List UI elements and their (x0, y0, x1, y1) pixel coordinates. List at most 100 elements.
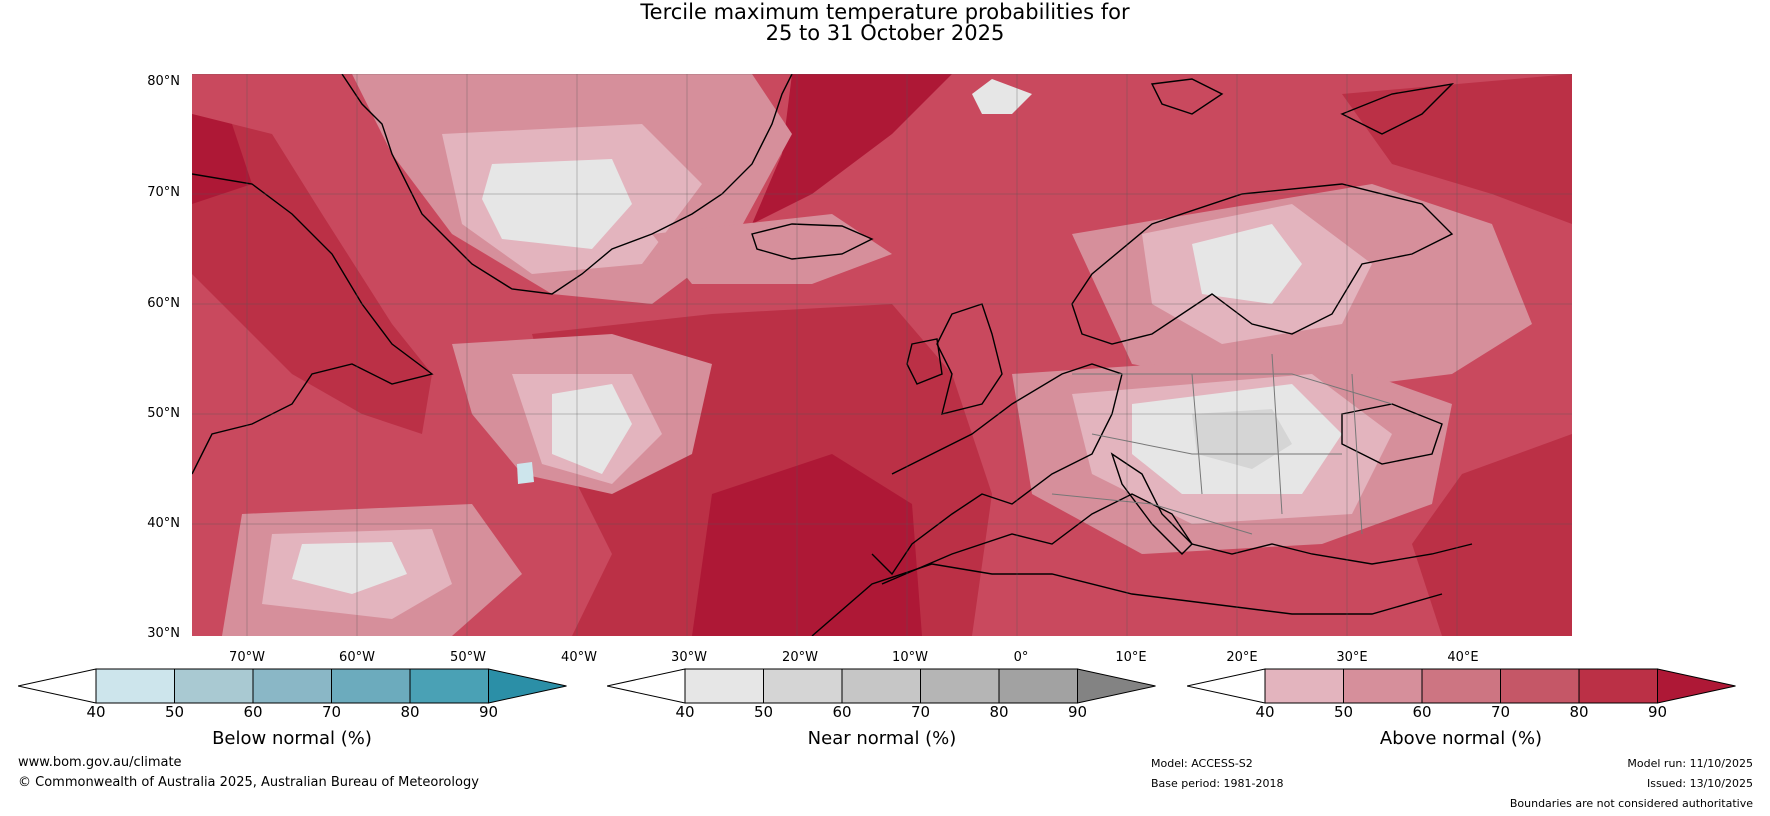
borders (1051, 353, 1393, 535)
footer-disclaimer: Boundaries are not considered authoritat… (1509, 797, 1753, 810)
lon-label-40w: 40°W (561, 650, 597, 665)
lon-label-10w: 10°W (892, 650, 928, 665)
near-50-region-sw (292, 542, 407, 594)
lon-label-30e: 30°E (1336, 650, 1368, 665)
iceland-coast (751, 223, 874, 260)
colorbar-tick-label: 50 (1333, 703, 1354, 721)
novaya-coast (1340, 82, 1455, 135)
colorbar-tick-label: 60 (243, 703, 263, 721)
colorbar-segment (1264, 668, 1344, 704)
above-50-region-iceland-sea (652, 214, 892, 284)
lat-label-40n: 40°N (147, 516, 180, 531)
lat-label-30n: 30°N (147, 626, 180, 641)
lat-label-50n: 50°N (147, 406, 180, 421)
near-50-region-arctic (972, 79, 1032, 114)
map-canvas (192, 74, 1572, 636)
footer-copyright: © Commonwealth of Australia 2025, Austra… (18, 775, 479, 790)
colorbar-tick-label: 70 (910, 703, 931, 721)
lat-label-60n: 60°N (147, 296, 180, 311)
greenland-coast (341, 74, 793, 295)
lon-label-10e: 10°E (1115, 650, 1147, 665)
probability-map (192, 74, 1572, 636)
lon-label-50w: 50°W (450, 650, 486, 665)
colorbar-high-extension (1077, 668, 1156, 704)
nafrica-coast (811, 563, 1443, 636)
colorbar-tick-label: 90 (478, 703, 499, 721)
colorbar-segment (174, 668, 254, 704)
svalbard-coast (1150, 78, 1224, 115)
colorbar-below-normal (18, 668, 567, 704)
europe-coast (871, 363, 1123, 576)
near-50-region-greenland-ice (482, 159, 632, 249)
italy-coast (1110, 452, 1193, 555)
mediterranean-coast (881, 493, 1473, 585)
colorbar-tick-label: 60 (1412, 703, 1432, 721)
colorbar-tick-label: 70 (321, 703, 342, 721)
above-80-region-east (1342, 74, 1572, 224)
colorbar-segment (763, 668, 843, 704)
colorbar-segment (920, 668, 1000, 704)
lon-label-60w: 60°W (339, 650, 375, 665)
colorbar-segment (684, 668, 764, 704)
footer-base-period: Base period: 1981-2018 (1151, 777, 1284, 790)
map-title-line2: 25 to 31 October 2025 (765, 21, 1005, 45)
lat-label-80n: 80°N (147, 74, 180, 89)
colorbar-segment (1578, 668, 1658, 704)
colorbar-low-extension (1187, 668, 1266, 704)
footer-website: www.bom.gov.au/climate (18, 755, 182, 770)
colorbar-segment (998, 668, 1078, 704)
colorbar-segment (1421, 668, 1501, 704)
footer-model-run: Model run: 11/10/2025 (1627, 757, 1753, 770)
colorbar-label-below: Below normal (%) (212, 728, 372, 749)
lon-label-30w: 30°W (671, 650, 707, 665)
canada-coast (192, 173, 434, 475)
map-title-line1: Tercile maximum temperature probabilitie… (640, 0, 1130, 24)
colorbar-segment (252, 668, 332, 704)
uk-coast (936, 303, 1003, 415)
lon-label-40e: 40°E (1447, 650, 1479, 665)
colorbar-high-extension (488, 668, 567, 704)
above-90-region-greenland-sea (752, 74, 952, 224)
colorbar-segment (841, 668, 921, 704)
colorbar-tick-label: 40 (86, 703, 106, 721)
ireland-coast (906, 338, 943, 385)
colorbar-above-normal (1187, 668, 1736, 704)
colorbar-segment (95, 668, 175, 704)
footer-issued: Issued: 13/10/2025 (1646, 777, 1753, 790)
colorbar-tick-label: 80 (1569, 703, 1589, 721)
colorbar-tick-label: 50 (753, 703, 774, 721)
colorbar-segment (409, 668, 489, 704)
colorbar-tick-label: 90 (1067, 703, 1088, 721)
above-80-region-mideast (1412, 434, 1572, 636)
scandinavia-coast (1071, 183, 1454, 345)
colorbar-tick-label: 80 (989, 703, 1009, 721)
colorbar-tick-label: 40 (1255, 703, 1275, 721)
colorbar-tick-label: 90 (1647, 703, 1668, 721)
near-50-region-atlantic (552, 384, 632, 474)
colorbar-tick-label: 50 (164, 703, 185, 721)
graticule (192, 74, 1572, 636)
lon-label-0: 0° (1013, 650, 1029, 665)
colorbar-low-extension (607, 668, 686, 704)
colorbar-high-extension (1657, 668, 1736, 704)
colorbar-tick-label: 80 (400, 703, 420, 721)
colorbar-segment (1343, 668, 1423, 704)
colorbar-segment (331, 668, 411, 704)
lon-label-70w: 70°W (229, 650, 265, 665)
colorbar-tick-label: 40 (675, 703, 695, 721)
colorbar-near-normal (607, 668, 1156, 704)
lat-label-70n: 70°N (147, 185, 180, 200)
above-90-region-labrador (192, 114, 432, 434)
colorbar-label-above: Above normal (%) (1379, 728, 1543, 749)
lon-label-20e: 20°E (1226, 650, 1258, 665)
near-50-region-scandinavia (1192, 224, 1302, 304)
coastlines (192, 74, 1473, 636)
colorbar-segment (1500, 668, 1580, 704)
colorbar-label-near: Near normal (%) (807, 728, 957, 749)
colorbar-tick-label: 60 (832, 703, 852, 721)
lon-label-20w: 20°W (782, 650, 818, 665)
footer-model: Model: ACCESS-S2 (1151, 757, 1253, 770)
below-50-spot (517, 462, 534, 484)
colorbar-low-extension (18, 668, 97, 704)
colorbar-tick-label: 70 (1490, 703, 1511, 721)
